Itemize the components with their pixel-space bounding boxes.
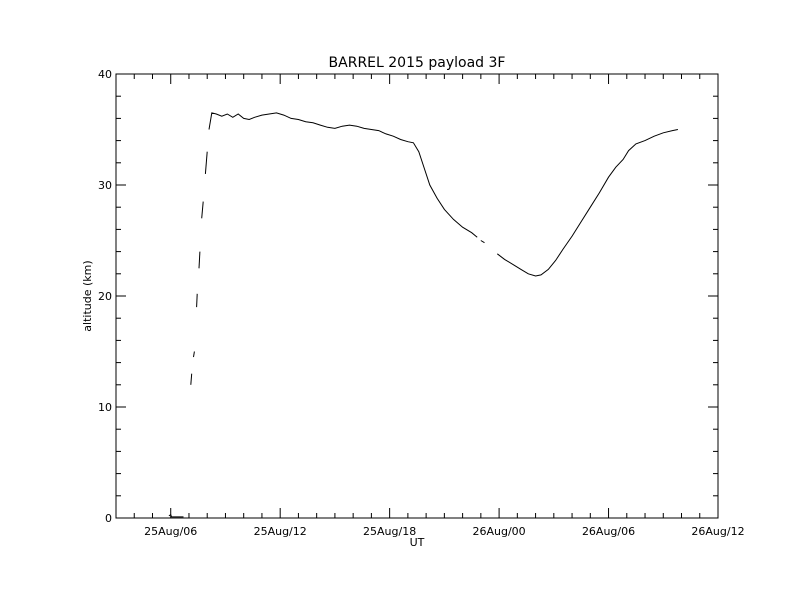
plot-frame [115, 73, 719, 519]
series-line-segment [208, 112, 478, 238]
x-tick-label: 25Aug/12 [254, 525, 307, 538]
x-axis-label: UT [410, 536, 425, 549]
x-tick-label: 26Aug/12 [691, 525, 744, 538]
series-line-segment [193, 351, 195, 358]
altitude-series [168, 112, 678, 518]
series-line-segment [204, 151, 208, 174]
series-line-segment [198, 251, 201, 269]
x-tick-label: 26Aug/06 [582, 525, 635, 538]
series-line-segment [201, 201, 204, 219]
tick-labels: 0 10 20 30 40 25Aug/06 25Aug/12 25Aug/18 26Aug/0… [98, 68, 745, 538]
y-axis-label: altitude (km) [81, 260, 94, 331]
x-tick-label: 25Aug/06 [144, 525, 197, 538]
series-line-segment [196, 293, 198, 308]
chart-title: BARREL 2015 payload 3F [329, 55, 506, 71]
series-line-segment [190, 373, 193, 385]
series-line-segment [480, 240, 485, 244]
axis-ticks [115, 73, 719, 519]
x-tick-label: 25Aug/18 [363, 525, 416, 538]
y-tick-label: 30 [98, 179, 112, 192]
y-tick-label: 40 [98, 68, 112, 81]
series-line-segment [168, 513, 184, 518]
y-tick-label: 0 [105, 512, 112, 525]
y-tick-label: 20 [98, 290, 112, 303]
series-line-segment [496, 129, 678, 277]
x-tick-label: 26Aug/00 [472, 525, 525, 538]
y-tick-label: 10 [98, 401, 112, 414]
